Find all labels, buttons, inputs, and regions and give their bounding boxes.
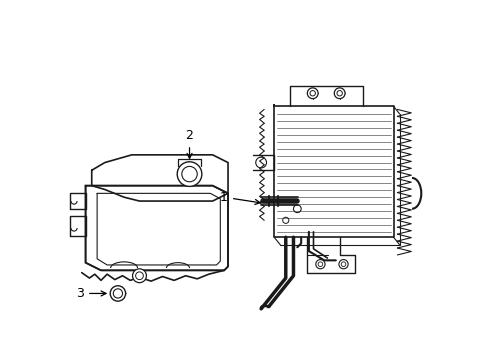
Circle shape xyxy=(110,286,125,301)
Polygon shape xyxy=(86,186,228,270)
Circle shape xyxy=(334,88,345,99)
Circle shape xyxy=(132,269,147,283)
Circle shape xyxy=(339,260,348,269)
Circle shape xyxy=(177,162,202,186)
Circle shape xyxy=(316,260,325,269)
Circle shape xyxy=(307,88,318,99)
Text: 1: 1 xyxy=(220,191,260,204)
Text: 3: 3 xyxy=(76,287,106,300)
Text: 2: 2 xyxy=(186,129,194,158)
